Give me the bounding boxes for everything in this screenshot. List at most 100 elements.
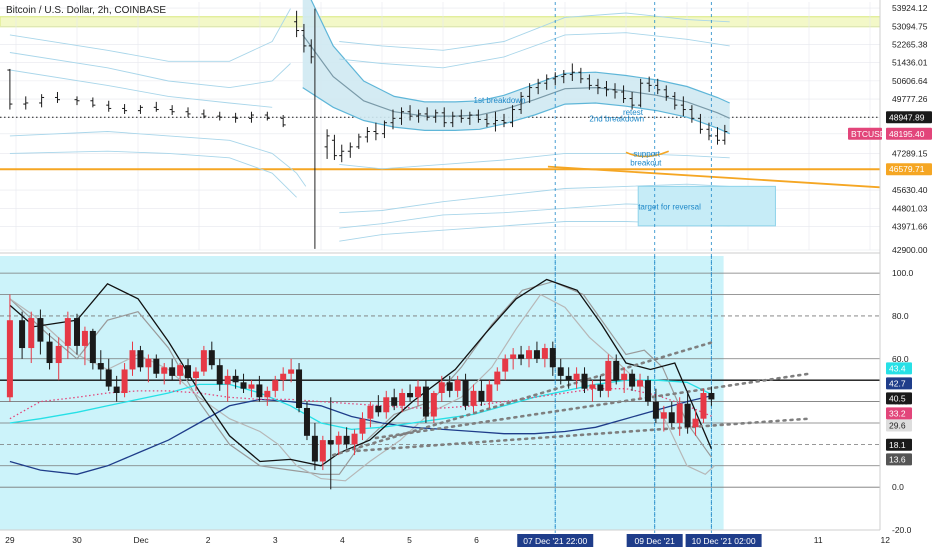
osc-tag-box: [886, 407, 912, 420]
oscillator-ma-navy: [9, 395, 712, 475]
orange-trend-line: [547, 165, 883, 189]
osc-candle-body: [28, 318, 35, 349]
osc-candle-body: [621, 373, 628, 381]
osc-tag-box: [886, 453, 912, 466]
osc-candle-body: [19, 320, 26, 349]
price-tag-box: [886, 163, 932, 176]
price-axis-tick-label: 52265.38: [892, 39, 928, 49]
channel-lower: [302, 87, 730, 135]
chart-annotation: breakout: [630, 159, 662, 168]
osc-candle-body: [367, 405, 374, 419]
osc-candle-body: [708, 393, 715, 400]
time-highlight-box: [685, 534, 762, 547]
osc-candle-body: [684, 403, 691, 428]
osc-candle-body: [462, 380, 469, 406]
osc-candle-body: [311, 435, 318, 462]
osc-candle-body: [375, 405, 382, 413]
osc-candle-body: [422, 386, 429, 417]
osc-candle-body: [478, 390, 485, 402]
osc-candle-body: [185, 365, 192, 379]
osc-axis-tick-label: -20.0: [892, 525, 912, 535]
osc-candle-body: [668, 412, 675, 423]
osc-candle-body: [192, 371, 199, 379]
osc-candle-body: [256, 384, 263, 398]
osc-candle-body: [589, 384, 596, 389]
time-axis-tick-label: 4: [340, 535, 345, 545]
osc-tag-label: 33.2: [889, 408, 906, 418]
osc-axis-tick-label: 60.0: [892, 354, 909, 364]
time-highlight-label: 10 Dec '21 02:00: [692, 536, 756, 546]
chart-annotation: target for reversal: [638, 202, 701, 211]
osc-candle-body: [145, 358, 152, 368]
price-axis-tick-label: 50606.64: [892, 76, 928, 86]
oscillator-dotted-trend: [356, 417, 811, 453]
time-highlight-label: 07 Dec '21 22:00: [523, 536, 587, 546]
price-axis-tick-label: 51436.01: [892, 58, 928, 68]
price-axis-tick-label: 53094.75: [892, 21, 928, 31]
osc-candle-body: [74, 318, 80, 346]
price-tag-label: BTCUSD: [851, 129, 886, 139]
price-tag-box: [886, 127, 932, 140]
chart-annotation: 1st breakdown: [474, 96, 526, 105]
osc-candle-body: [248, 384, 255, 389]
osc-candle-body: [644, 380, 651, 402]
price-axis-tick-label: 43971.66: [892, 221, 928, 231]
osc-candle-body: [113, 386, 120, 393]
osc-candle-body: [526, 350, 533, 359]
osc-candle-body: [296, 369, 303, 408]
osc-tag-box: [886, 362, 912, 375]
time-highlight-box: [626, 534, 683, 547]
osc-candle-body: [414, 386, 421, 398]
osc-tag-box: [886, 392, 912, 405]
osc-tag-label: 40.5: [889, 393, 906, 403]
time-axis-tick-label: 11: [814, 535, 823, 545]
price-tag-box: [848, 127, 882, 140]
oscillator-gray-a: [9, 281, 712, 475]
oscillator-highlight-bg: [0, 256, 724, 530]
oscillator-ma-pink: [9, 388, 712, 420]
osc-tag-box: [886, 377, 912, 390]
osc-candle-body: [153, 358, 160, 374]
osc-candle-body: [177, 365, 184, 376]
osc-tag-label: 18.1: [889, 440, 906, 450]
osc-candle-body: [280, 373, 287, 381]
osc-candle-body: [486, 384, 493, 402]
price-axis-tick-label: 44801.03: [892, 203, 928, 213]
osc-candle-body: [359, 418, 366, 434]
osc-candle-body: [518, 354, 525, 359]
price-axis-tick-label: 45630.40: [892, 185, 928, 195]
envelope-line-left: [9, 69, 273, 108]
osc-tag-label: 29.6: [889, 421, 906, 431]
osc-candle-body: [335, 435, 342, 445]
osc-candle-body: [549, 348, 556, 368]
osc-axis-tick-label: 0.0: [892, 482, 904, 492]
osc-candle-body: [597, 384, 604, 391]
osc-tag-box: [886, 438, 912, 451]
time-axis-tick-label: 3: [273, 535, 278, 545]
osc-candle-body: [438, 382, 445, 393]
osc-candle-body: [64, 318, 71, 346]
osc-candle-body: [502, 358, 509, 372]
chart-annotation: support: [633, 150, 660, 159]
envelope-line-left: [9, 8, 291, 62]
osc-candle-body: [565, 375, 572, 381]
osc-candle-body: [510, 354, 517, 359]
osc-candle-body: [541, 348, 548, 359]
osc-tag-box: [886, 419, 912, 432]
envelope-line-right: [339, 12, 730, 51]
osc-candle-body: [55, 345, 62, 364]
osc-candle-body: [660, 412, 667, 419]
time-axis-tick-label: 2: [206, 535, 211, 545]
time-highlight-label: 09 Dec '21: [634, 536, 675, 546]
osc-candle-body: [240, 382, 247, 389]
osc-candle-body: [494, 371, 501, 385]
background-layer: [0, 16, 881, 530]
osc-candle-body: [272, 380, 279, 391]
candles-layer: [6, 10, 728, 490]
osc-candle-body: [692, 418, 699, 428]
price-axis-tick-label: 47289.15: [892, 149, 928, 159]
price-tag-label: 46579.71: [889, 164, 925, 174]
